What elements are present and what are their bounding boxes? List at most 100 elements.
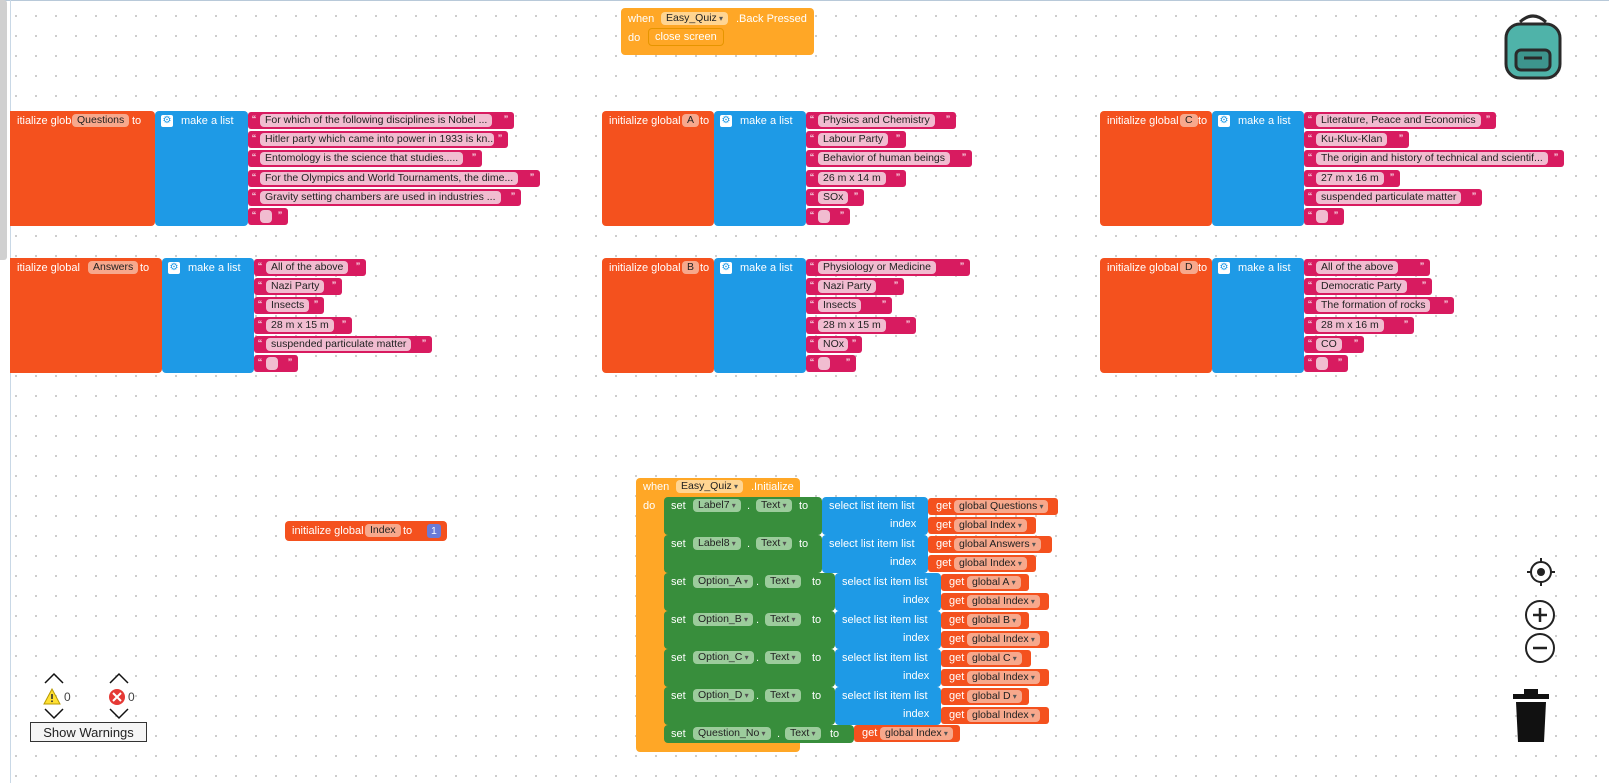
component-dropdown[interactable]: Question_No <box>693 727 771 740</box>
variable-dropdown[interactable]: global C <box>967 652 1022 665</box>
select-list-item-block[interactable]: select list item list index <box>835 687 941 725</box>
get-global-index-block[interactable]: get global Index <box>928 555 1036 572</box>
select-list-item-block[interactable]: select list item list index <box>822 535 928 573</box>
string-value[interactable]: 26 m x 14 m <box>818 171 886 185</box>
string-value[interactable]: Gravity setting chambers are used in ind… <box>260 190 501 204</box>
show-warnings-button[interactable]: Show Warnings <box>30 722 147 742</box>
make-a-list-block[interactable]: ⚙ make a list <box>1212 111 1304 226</box>
error-down-arrow-icon[interactable] <box>109 708 129 723</box>
string-item-block[interactable]: “ 28 m x 16 m ” <box>1304 316 1414 334</box>
string-item-block[interactable]: “ CO ” <box>1304 335 1364 353</box>
variable-dropdown[interactable]: global B <box>967 614 1022 627</box>
string-item-block[interactable]: “ 26 m x 14 m ” <box>806 169 906 187</box>
get-global-c-block[interactable]: get global C <box>941 650 1031 667</box>
mutator-gear-icon[interactable]: ⚙ <box>1218 262 1230 274</box>
variable-dropdown[interactable]: global Index <box>967 595 1040 608</box>
get-global-index-block[interactable]: get global Index <box>941 669 1049 686</box>
string-item-block[interactable]: “ Ku-Klux-Klan ” <box>1304 131 1409 149</box>
string-value[interactable]: Labour Party <box>818 133 889 147</box>
string-item-block[interactable]: “ All of the above ” <box>1304 259 1430 276</box>
select-list-item-block[interactable]: select list item list index <box>835 573 941 611</box>
index-init-block[interactable]: initialize global Index to 1 <box>285 521 447 541</box>
string-item-block[interactable]: “ All of the above ” <box>254 259 366 276</box>
string-item-block[interactable]: “ 27 m x 16 m ” <box>1304 169 1400 187</box>
string-item-block[interactable]: “” <box>248 208 288 225</box>
string-value[interactable]: For the Olympics and World Tournaments, … <box>260 171 519 185</box>
string-item-block[interactable]: “ Insects ” <box>806 297 892 315</box>
string-value[interactable] <box>266 357 278 370</box>
string-value[interactable]: Ku-Klux-Klan <box>1316 133 1388 147</box>
string-value[interactable]: CO <box>1316 337 1342 351</box>
variable-dropdown[interactable]: global Index <box>954 557 1027 570</box>
get-global-answers-block[interactable]: get global Answers <box>928 536 1052 553</box>
mutator-gear-icon[interactable]: ⚙ <box>168 262 180 274</box>
error-up-arrow-icon[interactable] <box>109 672 129 687</box>
string-value[interactable] <box>818 210 830 223</box>
variable-dropdown[interactable]: global Answers <box>954 538 1041 551</box>
get-global-index-block[interactable]: get global Index <box>941 631 1049 648</box>
make-a-list-block[interactable]: ⚙ make a list <box>1212 258 1304 373</box>
get-global-d-block[interactable]: get global D <box>941 688 1029 705</box>
component-dropdown[interactable]: Option_A <box>693 575 754 588</box>
property-dropdown[interactable]: Text <box>785 727 821 740</box>
global-questions-init-block[interactable]: itialize global Questions to <box>10 111 155 226</box>
string-value[interactable] <box>1316 210 1328 223</box>
string-item-block[interactable]: “ Nazi Party ” <box>806 278 904 296</box>
string-value[interactable]: NOx <box>818 337 848 351</box>
string-value[interactable]: Insects <box>266 299 310 313</box>
property-dropdown[interactable]: Text <box>765 689 801 702</box>
recenter-icon[interactable] <box>1525 556 1557 588</box>
string-item-block[interactable]: “” <box>806 208 850 225</box>
property-dropdown[interactable]: Text <box>756 537 792 550</box>
string-item-block[interactable]: “ suspended particulate matter ” <box>1304 188 1482 206</box>
get-global-index-block[interactable]: get global Index <box>928 517 1036 534</box>
string-value[interactable]: Entomology is the science that studies..… <box>260 152 464 166</box>
set-option_d-text-block[interactable]: set Option_D. Textto <box>664 687 835 725</box>
zoom-in-icon[interactable] <box>1524 599 1556 631</box>
make-a-list-block[interactable]: ⚙ make a list <box>714 111 806 226</box>
string-item-block[interactable]: “ Insects ” <box>254 297 324 315</box>
get-global-a-block[interactable]: get global A <box>941 574 1029 591</box>
string-value[interactable]: Democratic Party <box>1316 280 1407 294</box>
property-dropdown[interactable]: Text <box>756 499 792 512</box>
var-name[interactable]: B <box>682 261 700 274</box>
var-name[interactable]: Answers <box>88 261 139 274</box>
set-option_b-text-block[interactable]: set Option_B. Textto <box>664 611 835 649</box>
string-value[interactable]: Insects <box>818 299 862 313</box>
mutator-gear-icon[interactable]: ⚙ <box>1218 115 1230 127</box>
var-name[interactable]: Questions <box>72 114 130 127</box>
string-item-block[interactable]: “ The origin and history of technical and… <box>1304 150 1564 168</box>
var-name[interactable]: C <box>1180 114 1198 127</box>
string-value[interactable]: 28 m x 15 m <box>818 318 886 332</box>
string-value[interactable]: 28 m x 16 m <box>1316 318 1384 332</box>
string-value[interactable] <box>260 210 272 223</box>
string-value[interactable]: Nazi Party <box>818 280 877 294</box>
string-value[interactable]: Hitler party which came into power in 19… <box>260 133 494 147</box>
set-label8-text-block[interactable]: set Label8. Textto <box>664 535 822 573</box>
variable-dropdown[interactable]: global Index <box>967 709 1040 722</box>
string-item-block[interactable]: “ Nazi Party ” <box>254 278 342 296</box>
component-dropdown[interactable]: Option_D <box>693 689 754 702</box>
string-item-block[interactable]: “ SOx ” <box>806 188 864 206</box>
variable-dropdown[interactable]: global A <box>967 576 1021 589</box>
string-value[interactable]: suspended particulate matter <box>266 337 412 351</box>
global-answers-init-block[interactable]: itialize global Answers to <box>10 258 162 373</box>
string-value[interactable]: The origin and history of technical and … <box>1316 152 1548 166</box>
var-name[interactable]: Index <box>365 524 401 537</box>
get-global-b-block[interactable]: get global B <box>941 612 1029 629</box>
string-value[interactable]: Literature, Peace and Economics <box>1316 114 1481 127</box>
mutator-gear-icon[interactable]: ⚙ <box>720 262 732 274</box>
string-item-block[interactable]: “ Entomology is the science that studies.… <box>248 150 482 168</box>
string-item-block[interactable]: “ 28 m x 15 m ” <box>806 316 916 334</box>
string-item-block[interactable]: “ For the Olympics and World Tournaments,… <box>248 169 540 187</box>
variable-dropdown[interactable]: global D <box>967 690 1022 703</box>
string-item-block[interactable]: “ The formation of rocks ” <box>1304 297 1454 315</box>
string-item-block[interactable]: “ Labour Party ” <box>806 131 906 149</box>
get-global-questions-block[interactable]: get global Questions <box>928 498 1058 515</box>
string-value[interactable] <box>1316 357 1328 370</box>
trash-icon[interactable] <box>1511 688 1551 744</box>
number-block[interactable]: 1 <box>427 524 441 538</box>
string-value[interactable] <box>818 357 830 370</box>
